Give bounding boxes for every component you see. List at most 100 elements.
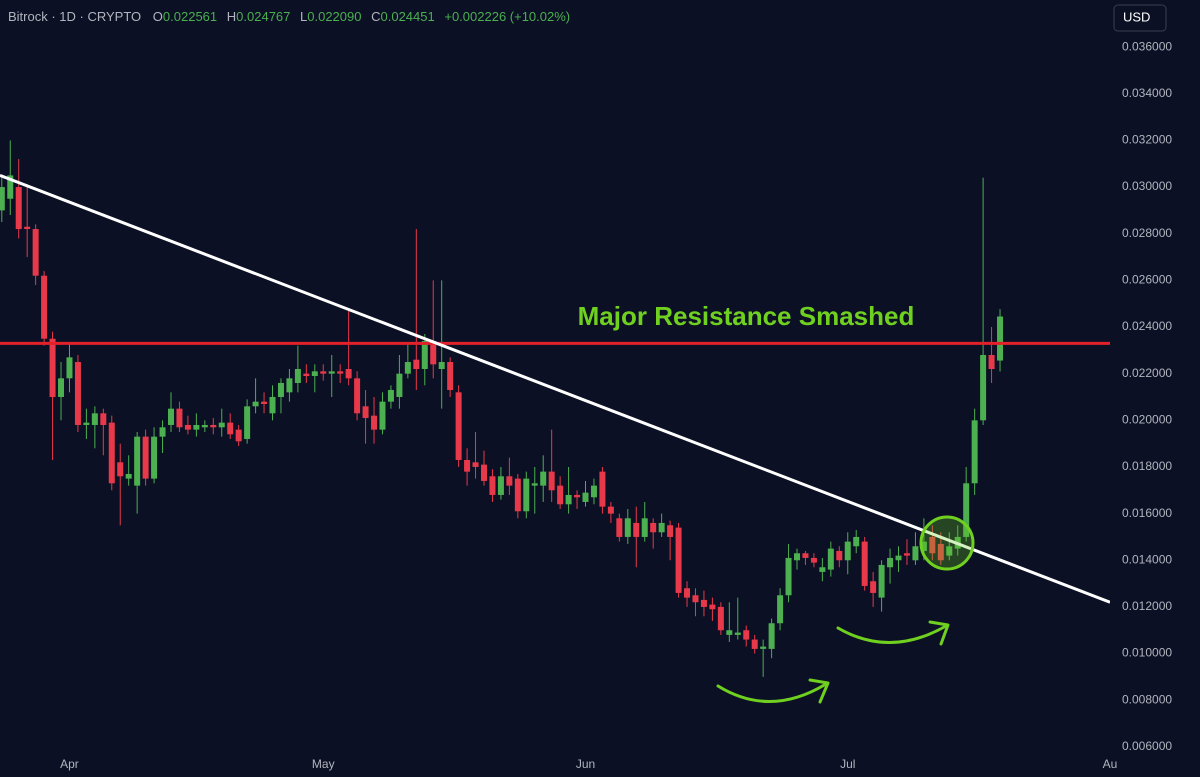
y-tick-label: 0.022000 xyxy=(1122,366,1172,380)
candle-body xyxy=(531,483,538,486)
candle-body xyxy=(616,518,623,537)
candle-body xyxy=(151,436,158,479)
candle-body xyxy=(768,623,775,649)
candle-body xyxy=(303,373,310,376)
candle-body xyxy=(650,522,657,533)
y-tick-label: 0.036000 xyxy=(1122,39,1172,53)
candle-body xyxy=(387,389,394,402)
y-axis: 0.006000 0.008000 0.010000 0.012000 0.014000… xyxy=(1122,39,1172,753)
x-tick-label: May xyxy=(312,757,335,771)
candle-body xyxy=(117,462,124,477)
candle-body xyxy=(887,557,894,568)
candle-body xyxy=(337,371,344,374)
candle-body xyxy=(379,401,386,430)
candle-body xyxy=(497,476,504,495)
candle-body xyxy=(261,401,268,404)
candle-body xyxy=(328,371,335,374)
candle-body xyxy=(447,362,454,390)
candle-body xyxy=(912,546,919,561)
candle-body xyxy=(455,392,462,460)
y-tick-label: 0.018000 xyxy=(1122,459,1172,473)
y-tick-label: 0.032000 xyxy=(1122,133,1172,147)
candle-body xyxy=(946,546,953,556)
candle-body xyxy=(235,429,242,442)
candle-body xyxy=(937,543,944,561)
field-label: H xyxy=(227,9,236,24)
y-tick-label: 0.034000 xyxy=(1122,86,1172,100)
candle-body xyxy=(717,606,724,631)
y-tick-label: 0.030000 xyxy=(1122,179,1172,193)
candle-body xyxy=(32,229,39,276)
x-tick-label: Jul xyxy=(840,757,855,771)
field-value: 0.024767 xyxy=(236,9,290,24)
candle-body xyxy=(785,557,792,596)
candle-body xyxy=(227,422,234,435)
candle-body xyxy=(277,382,284,397)
candle-body xyxy=(438,362,445,370)
candle-body xyxy=(396,373,403,397)
candle-body xyxy=(24,226,31,230)
candle-body xyxy=(0,187,5,211)
y-tick-label: 0.012000 xyxy=(1122,599,1172,613)
y-tick-label: 0.006000 xyxy=(1122,739,1172,753)
candle-body xyxy=(506,476,513,486)
candle-body xyxy=(641,518,648,537)
symbol: Bitrock · 1D · CRYPTO xyxy=(8,9,141,24)
candle-body xyxy=(599,471,606,507)
change: +0.002226 (+10.02%) xyxy=(444,9,570,24)
candle-body xyxy=(125,473,132,479)
candle-body xyxy=(252,401,259,407)
candle-body xyxy=(836,550,843,561)
field-value: 0.022090 xyxy=(307,9,361,24)
arrow-head xyxy=(808,678,830,704)
candle-body xyxy=(624,518,631,537)
candle-body xyxy=(523,478,530,512)
candle-body xyxy=(777,595,784,624)
candle-body xyxy=(184,424,191,430)
candle-body xyxy=(320,371,327,374)
candle-body xyxy=(201,424,208,428)
candle-body xyxy=(7,175,14,199)
candle-body xyxy=(709,604,716,610)
candle-body xyxy=(700,599,707,607)
candle-body xyxy=(354,378,361,414)
field-label: O xyxy=(153,9,163,24)
y-tick-label: 0.014000 xyxy=(1122,552,1172,566)
candle-body xyxy=(430,341,437,365)
candle-body xyxy=(920,541,927,551)
candle-body xyxy=(362,406,369,418)
x-tick-label: Au xyxy=(1103,757,1118,771)
candle-body xyxy=(684,588,691,598)
candle-body xyxy=(793,553,800,561)
currency-button[interactable] xyxy=(1113,4,1167,32)
overlay xyxy=(716,515,975,704)
field-value: 0.024451 xyxy=(381,9,435,24)
candle-body xyxy=(421,341,428,370)
candle-body xyxy=(244,406,251,439)
candle-body xyxy=(743,630,750,640)
arrow-head xyxy=(928,620,950,646)
candle-body xyxy=(176,408,183,428)
y-tick-label: 0.008000 xyxy=(1122,692,1172,706)
candle-body xyxy=(988,355,995,370)
plot-area xyxy=(0,140,1110,677)
candle-body xyxy=(760,646,767,649)
x-axis: Apr May Jun Jul Au xyxy=(60,757,1117,771)
curved-arrow xyxy=(716,682,828,703)
candle-body xyxy=(66,357,73,379)
candle-body xyxy=(210,424,217,428)
x-tick-label: Apr xyxy=(60,757,79,771)
field-label: C xyxy=(371,9,380,24)
candle-body xyxy=(565,494,572,505)
field-label: L xyxy=(300,9,307,24)
candle-body xyxy=(371,415,378,430)
candle-body xyxy=(489,476,496,495)
candle-body xyxy=(861,541,868,586)
candle-body xyxy=(802,553,809,558)
candle-body xyxy=(472,462,479,467)
currency-label[interactable]: USD xyxy=(1123,9,1150,24)
candle-body xyxy=(903,553,910,556)
curved-arrow xyxy=(836,624,948,644)
